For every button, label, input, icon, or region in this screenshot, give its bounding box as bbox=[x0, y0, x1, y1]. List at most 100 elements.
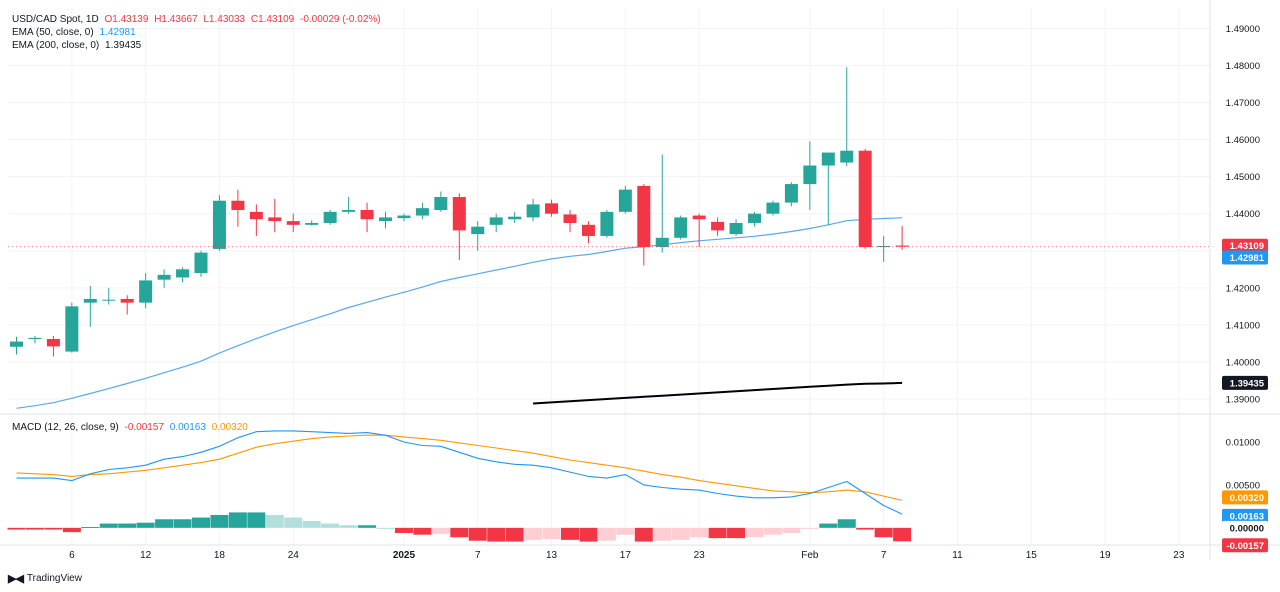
candle-body bbox=[840, 150, 854, 163]
candle-body bbox=[766, 202, 780, 214]
candle-body bbox=[692, 215, 706, 220]
candle-body bbox=[10, 341, 23, 347]
macd-histogram-bar bbox=[81, 526, 100, 528]
ema200-price-label-bg bbox=[1222, 375, 1268, 390]
macd-line-label-bg bbox=[1222, 508, 1268, 523]
candle-body bbox=[28, 337, 42, 339]
price-axis-tick: 1.48000 bbox=[1226, 61, 1260, 72]
candle-body bbox=[83, 298, 97, 303]
macd-histogram-bar bbox=[708, 527, 727, 539]
candle-body bbox=[711, 221, 725, 231]
candle-body bbox=[286, 221, 300, 225]
macd-signal-label: 0.00320 bbox=[1230, 493, 1264, 504]
macd-histogram-bar bbox=[763, 527, 782, 535]
macd-histogram-bar bbox=[358, 525, 377, 528]
macd-hist-label-bg bbox=[1222, 538, 1268, 553]
last-price-label-bg bbox=[1222, 238, 1268, 253]
macd-histogram-bar bbox=[394, 527, 413, 533]
candle-body bbox=[563, 214, 577, 223]
time-axis-tick: 23 bbox=[694, 550, 706, 561]
price-axis-tick: 1.39000 bbox=[1226, 395, 1260, 406]
macd-histogram-bar bbox=[136, 522, 155, 528]
candle-body bbox=[120, 298, 134, 303]
macd-histogram-bar bbox=[413, 527, 432, 535]
candle-body bbox=[157, 274, 171, 280]
axes: 1.49000 1.48000 1.47000 1.46000 1.45000 1.440… bbox=[69, 24, 1260, 561]
candle-body bbox=[508, 216, 522, 220]
time-axis-tick: 24 bbox=[288, 550, 300, 561]
macd-histogram-bar bbox=[99, 523, 118, 528]
macd-histogram-bar bbox=[155, 519, 174, 528]
macd-histogram-bar bbox=[339, 525, 358, 528]
time-axis-tick: Feb bbox=[801, 550, 819, 561]
high-value: H1.43667 bbox=[154, 14, 198, 25]
macd-line-value: 0.00163 bbox=[169, 422, 206, 433]
candle-body bbox=[231, 200, 245, 210]
price-axis-tick: 1.49000 bbox=[1226, 24, 1260, 35]
time-axis-tick: 18 bbox=[214, 550, 226, 561]
candle-body bbox=[803, 165, 817, 185]
macd-histogram-bar bbox=[634, 527, 653, 542]
macd-legend: MACD (12, 26, close, 9) -0.00157 0.00163… bbox=[12, 422, 251, 433]
candle-body bbox=[618, 189, 632, 212]
macd-histogram-bar bbox=[247, 512, 266, 528]
ema50-price-label: 1.42981 bbox=[1230, 253, 1265, 264]
macd-histogram-bar bbox=[44, 527, 63, 530]
macd-histogram-bar bbox=[210, 514, 229, 528]
macd-signal-line bbox=[16, 434, 903, 501]
price-axis-tick: 1.42000 bbox=[1226, 283, 1260, 294]
macd-histogram-bar bbox=[321, 523, 340, 528]
macd-histogram-bar bbox=[487, 527, 506, 542]
ema50-value: 1.42981 bbox=[99, 27, 136, 38]
candle-body bbox=[452, 197, 466, 231]
candle-body bbox=[176, 269, 190, 278]
macd-histogram-bar bbox=[505, 527, 524, 542]
macd-histogram-bar bbox=[468, 527, 487, 541]
price-axis-tick: 1.45000 bbox=[1226, 172, 1260, 183]
macd-hist-value: -0.00157 bbox=[124, 422, 164, 433]
macd-histogram-bar bbox=[893, 527, 912, 542]
candle-body bbox=[489, 217, 503, 225]
candle-body bbox=[434, 197, 448, 210]
macd-histogram-bar bbox=[284, 517, 303, 528]
macd-histogram-bar bbox=[25, 527, 44, 530]
macd-histogram-bar bbox=[62, 527, 81, 533]
candle-body bbox=[748, 213, 761, 223]
price-axis-tick: 1.40000 bbox=[1226, 357, 1260, 368]
candle-body bbox=[877, 245, 891, 248]
ema200-legend: EMA (200, close, 0) 1.39435 bbox=[12, 40, 144, 51]
ema200-value: 1.39435 bbox=[105, 40, 142, 51]
candle-body bbox=[581, 224, 595, 236]
macd-pane bbox=[7, 430, 912, 542]
ema50-line bbox=[16, 217, 903, 409]
macd-histogram-bar bbox=[7, 527, 26, 530]
open-value: O1.43139 bbox=[104, 14, 149, 25]
macd-histogram-bar bbox=[431, 527, 450, 534]
macd-zero-label: 0.00000 bbox=[1230, 523, 1264, 534]
macd-zero-label-bg bbox=[1222, 520, 1268, 535]
symbol-title: USD/CAD Spot, 1D bbox=[12, 14, 99, 25]
macd-histogram-bar bbox=[192, 517, 210, 528]
grid-lines bbox=[0, 0, 1280, 560]
ema200-price-label: 1.39435 bbox=[1230, 378, 1265, 389]
macd-histogram-bar bbox=[173, 519, 192, 528]
candle-body bbox=[600, 211, 614, 236]
brand-name: TradingView bbox=[26, 573, 82, 584]
tradingview-brand[interactable]: ▶◀ TradingView bbox=[8, 572, 82, 585]
close-value: C1.43109 bbox=[250, 14, 295, 25]
price-axis-tick: 1.47000 bbox=[1226, 98, 1260, 109]
candle-body bbox=[323, 211, 337, 223]
time-axis-tick: 6 bbox=[69, 550, 75, 561]
candle-body bbox=[895, 245, 909, 247]
candle-body bbox=[342, 210, 356, 212]
time-axis-tick: 12 bbox=[140, 550, 152, 561]
macd-axis-tick: 0.00500 bbox=[1226, 480, 1260, 491]
candle-body bbox=[637, 185, 651, 248]
time-axis-tick: 19 bbox=[1099, 550, 1111, 561]
macd-axis-tick: 0.01000 bbox=[1226, 438, 1260, 449]
last-price-label: 1.43109 bbox=[1230, 241, 1264, 252]
macd-histogram-bar bbox=[819, 523, 838, 528]
candle-body bbox=[526, 204, 540, 218]
